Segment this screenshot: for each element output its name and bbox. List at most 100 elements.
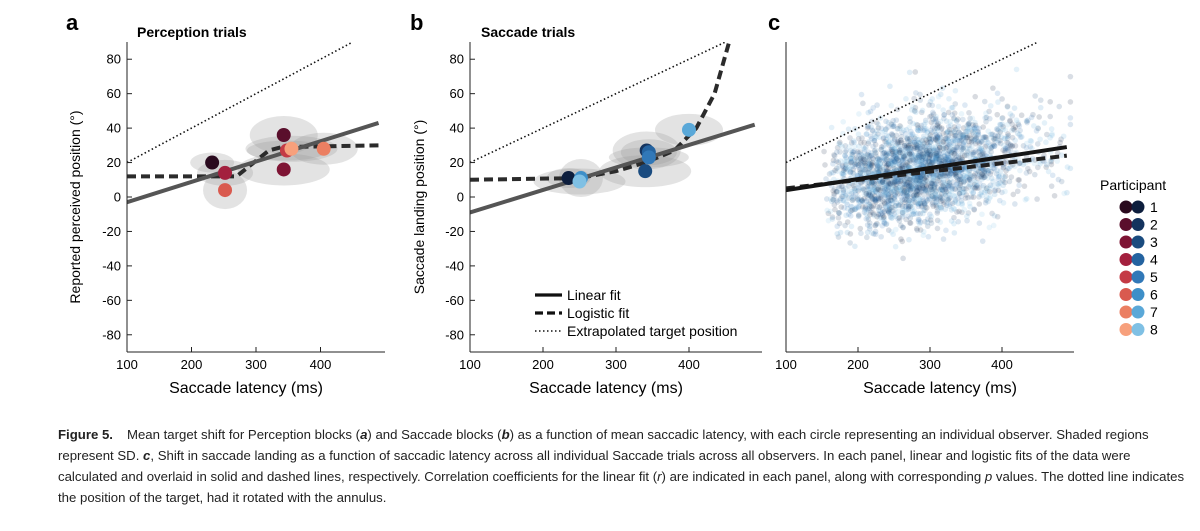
scatter-point xyxy=(882,126,889,133)
scatter-point xyxy=(907,215,914,221)
scatter-point xyxy=(970,151,977,158)
scatter-point xyxy=(881,220,888,227)
scatter-point xyxy=(932,195,938,202)
scatter-point xyxy=(821,148,827,155)
scatter-point xyxy=(903,203,909,209)
scatter-point xyxy=(929,199,936,206)
scatter-point xyxy=(961,177,967,184)
scatter-point xyxy=(1004,121,1011,128)
scatter-point xyxy=(956,190,963,197)
scatter-point xyxy=(876,167,883,174)
scatter-point xyxy=(960,131,967,138)
scatter-point xyxy=(1049,131,1055,137)
scatter-point xyxy=(880,218,887,224)
scatter-point xyxy=(953,170,959,176)
scatter-point xyxy=(881,150,887,156)
scatter-point xyxy=(828,198,835,205)
scatter-point xyxy=(888,210,895,217)
scatter-point xyxy=(923,174,930,180)
scatter-point xyxy=(980,172,986,178)
scatter-point xyxy=(851,163,858,170)
scatter-point xyxy=(879,222,886,229)
scatter-point xyxy=(940,130,947,137)
scatter-point xyxy=(935,152,941,159)
x-axis-label: Saccade latency (ms) xyxy=(169,380,323,397)
scatter-point xyxy=(861,199,868,205)
y-tick-label: 0 xyxy=(457,190,464,205)
participant-swatch-blue xyxy=(1131,253,1145,266)
scatter-point xyxy=(898,155,905,161)
scatter-point xyxy=(885,193,892,200)
scatter-point xyxy=(903,193,910,199)
scatter-point xyxy=(895,191,901,197)
scatter-point xyxy=(1015,177,1022,183)
scatter-point xyxy=(951,171,958,177)
scatter-point xyxy=(979,150,985,156)
scatter-point xyxy=(897,201,904,208)
scatter-point xyxy=(914,227,921,233)
scatter-point xyxy=(852,205,859,212)
scatter-point xyxy=(925,134,932,140)
participant-swatch-red xyxy=(1119,218,1133,231)
scatter-point xyxy=(889,140,896,147)
scatter-point xyxy=(943,130,950,137)
scatter-point xyxy=(833,188,840,195)
scatter-point xyxy=(883,185,890,192)
scatter-point xyxy=(866,206,873,212)
scatter-point xyxy=(1004,103,1011,110)
scatter-point xyxy=(1004,139,1010,146)
scatter-point xyxy=(911,163,918,170)
scatter-point xyxy=(872,228,879,235)
scatter-point xyxy=(967,146,973,152)
scatter-point xyxy=(904,188,911,195)
scatter-point xyxy=(922,186,929,192)
y-tick-label: -40 xyxy=(102,258,121,273)
scatter-point xyxy=(983,118,989,125)
scatter-point xyxy=(890,157,897,164)
scatter-point xyxy=(956,178,963,184)
scatter-point xyxy=(835,159,842,166)
scatter-point xyxy=(978,153,984,159)
scatter-point xyxy=(957,135,963,142)
scatter-point xyxy=(938,154,944,161)
scatter-point xyxy=(895,202,902,209)
scatter-point xyxy=(887,157,894,164)
scatter-point xyxy=(883,151,889,157)
scatter-point xyxy=(900,157,906,164)
scatter-point xyxy=(889,131,895,138)
caption-text-5: ) are indicated in each panel, along wit… xyxy=(661,469,985,484)
scatter-point xyxy=(882,184,888,191)
scatter-point xyxy=(937,135,944,141)
scatter-point xyxy=(924,219,931,226)
scatter-point xyxy=(905,203,912,210)
scatter-point xyxy=(1003,158,1009,165)
scatter-point xyxy=(920,228,927,235)
scatter-point xyxy=(1009,143,1016,149)
scatter-point xyxy=(893,187,900,193)
scatter-point xyxy=(907,141,914,147)
scatter-point xyxy=(950,171,956,178)
scatter-point xyxy=(846,164,853,170)
scatter-point xyxy=(861,139,868,146)
y-tick-label: 80 xyxy=(450,52,464,67)
scatter-point xyxy=(852,187,859,194)
scatter-point xyxy=(905,186,911,192)
scatter-point xyxy=(874,161,880,167)
scatter-point xyxy=(936,148,943,154)
scatter-point xyxy=(906,156,913,162)
scatter-point xyxy=(926,154,933,161)
scatter-point xyxy=(1020,161,1027,168)
scatter-point xyxy=(839,183,846,190)
scatter-point xyxy=(890,182,897,189)
scatter-point xyxy=(1028,114,1035,121)
panel-letter: a xyxy=(66,10,79,35)
scatter-point xyxy=(958,144,964,151)
scatter-point xyxy=(946,135,952,142)
scatter-point xyxy=(921,179,928,185)
scatter-point xyxy=(948,150,954,157)
scatter-point xyxy=(945,153,951,160)
scatter-point xyxy=(958,137,965,144)
scatter-point xyxy=(1000,126,1006,133)
scatter-point xyxy=(864,184,871,190)
scatter-point xyxy=(880,206,886,213)
